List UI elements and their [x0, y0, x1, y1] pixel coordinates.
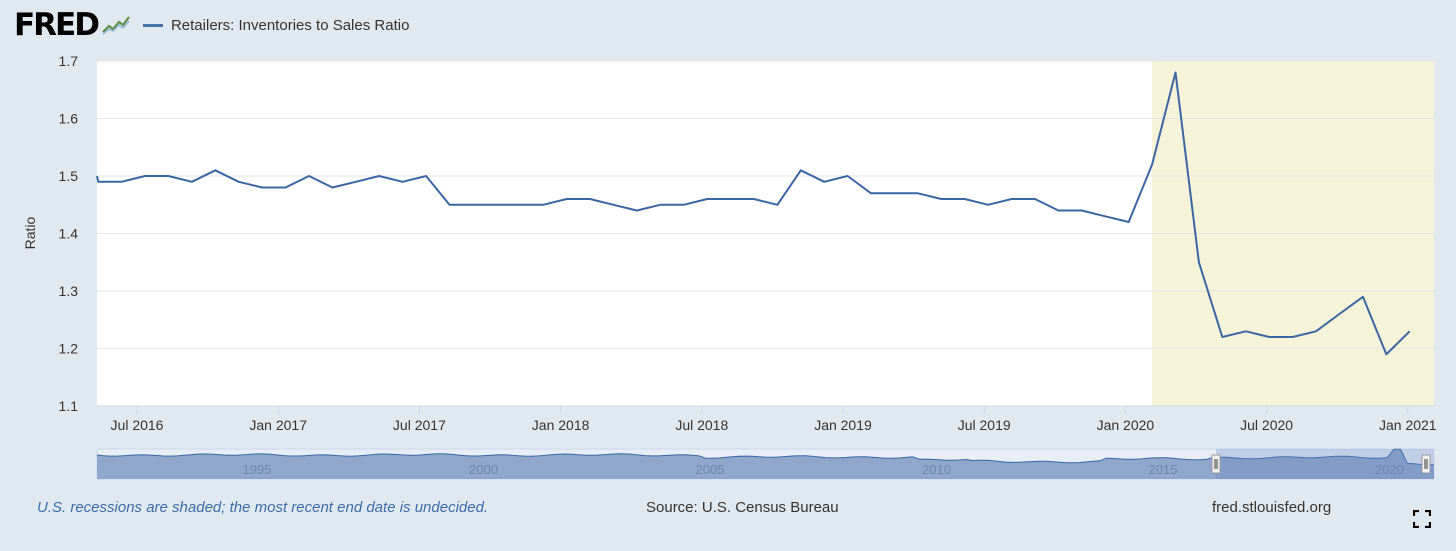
x-tick-label: Jul 2016 — [111, 417, 164, 433]
x-tick-label: Jul 2017 — [393, 417, 446, 433]
y-tick-label: 1.4 — [59, 226, 79, 242]
x-tick-label: Jul 2018 — [675, 417, 728, 433]
source-note: Source: U.S. Census Bureau — [646, 499, 839, 516]
fred-graph-icon — [100, 14, 131, 36]
x-tick-label: Jan 2020 — [1097, 417, 1155, 433]
navigator-area — [97, 449, 1434, 479]
navigator-selection[interactable] — [1216, 449, 1434, 479]
y-tick-label: 1.6 — [59, 111, 79, 127]
navigator-right-handle[interactable] — [1421, 454, 1431, 474]
legend-series-label[interactable]: Retailers: Inventories to Sales Ratio — [170, 16, 410, 34]
navigator-label: 1995 — [243, 462, 272, 477]
x-tick-label: Jan 2018 — [532, 417, 590, 433]
navigator-label: 2015 — [1149, 462, 1178, 477]
navigator-label: 2005 — [696, 462, 725, 477]
fred-logo[interactable]: FRED — [14, 7, 131, 43]
navigator-line — [96, 448, 1434, 466]
x-tick-label: Jan 2021 — [1379, 417, 1437, 433]
y-tick-label: 1.1 — [59, 398, 79, 414]
legend-line-swatch — [142, 23, 163, 27]
navigator-label: 2020 — [1375, 462, 1404, 477]
x-tick-label: Jul 2019 — [958, 417, 1011, 433]
fred-logo-text: FRED — [14, 7, 100, 43]
navigator-label: 2000 — [469, 462, 498, 477]
fred-url[interactable]: fred.stlouisfed.org — [1212, 499, 1332, 516]
y-tick-label: 1.5 — [59, 168, 79, 184]
x-tick-label: Jan 2017 — [249, 417, 307, 433]
navigator-label: 2010 — [922, 462, 951, 477]
series-line[interactable] — [96, 71, 1411, 356]
y-tick-label: 1.3 — [59, 283, 79, 299]
x-tick-label: Jul 2020 — [1240, 417, 1293, 433]
y-tick-label: 1.7 — [59, 53, 79, 69]
navigator-left-handle[interactable] — [1211, 454, 1221, 474]
legend: Retailers: Inventories to Sales Ratio — [142, 16, 410, 34]
fullscreen-icon[interactable] — [1413, 510, 1431, 528]
x-tick-label: Jan 2019 — [814, 417, 872, 433]
y-axis-label: Ratio — [22, 216, 38, 249]
recession-note: U.S. recessions are shaded; the most rec… — [37, 499, 489, 516]
y-tick-label: 1.2 — [59, 341, 79, 357]
chart-header: FRED Retailers: Inventories to Sales Rat… — [14, 7, 410, 43]
